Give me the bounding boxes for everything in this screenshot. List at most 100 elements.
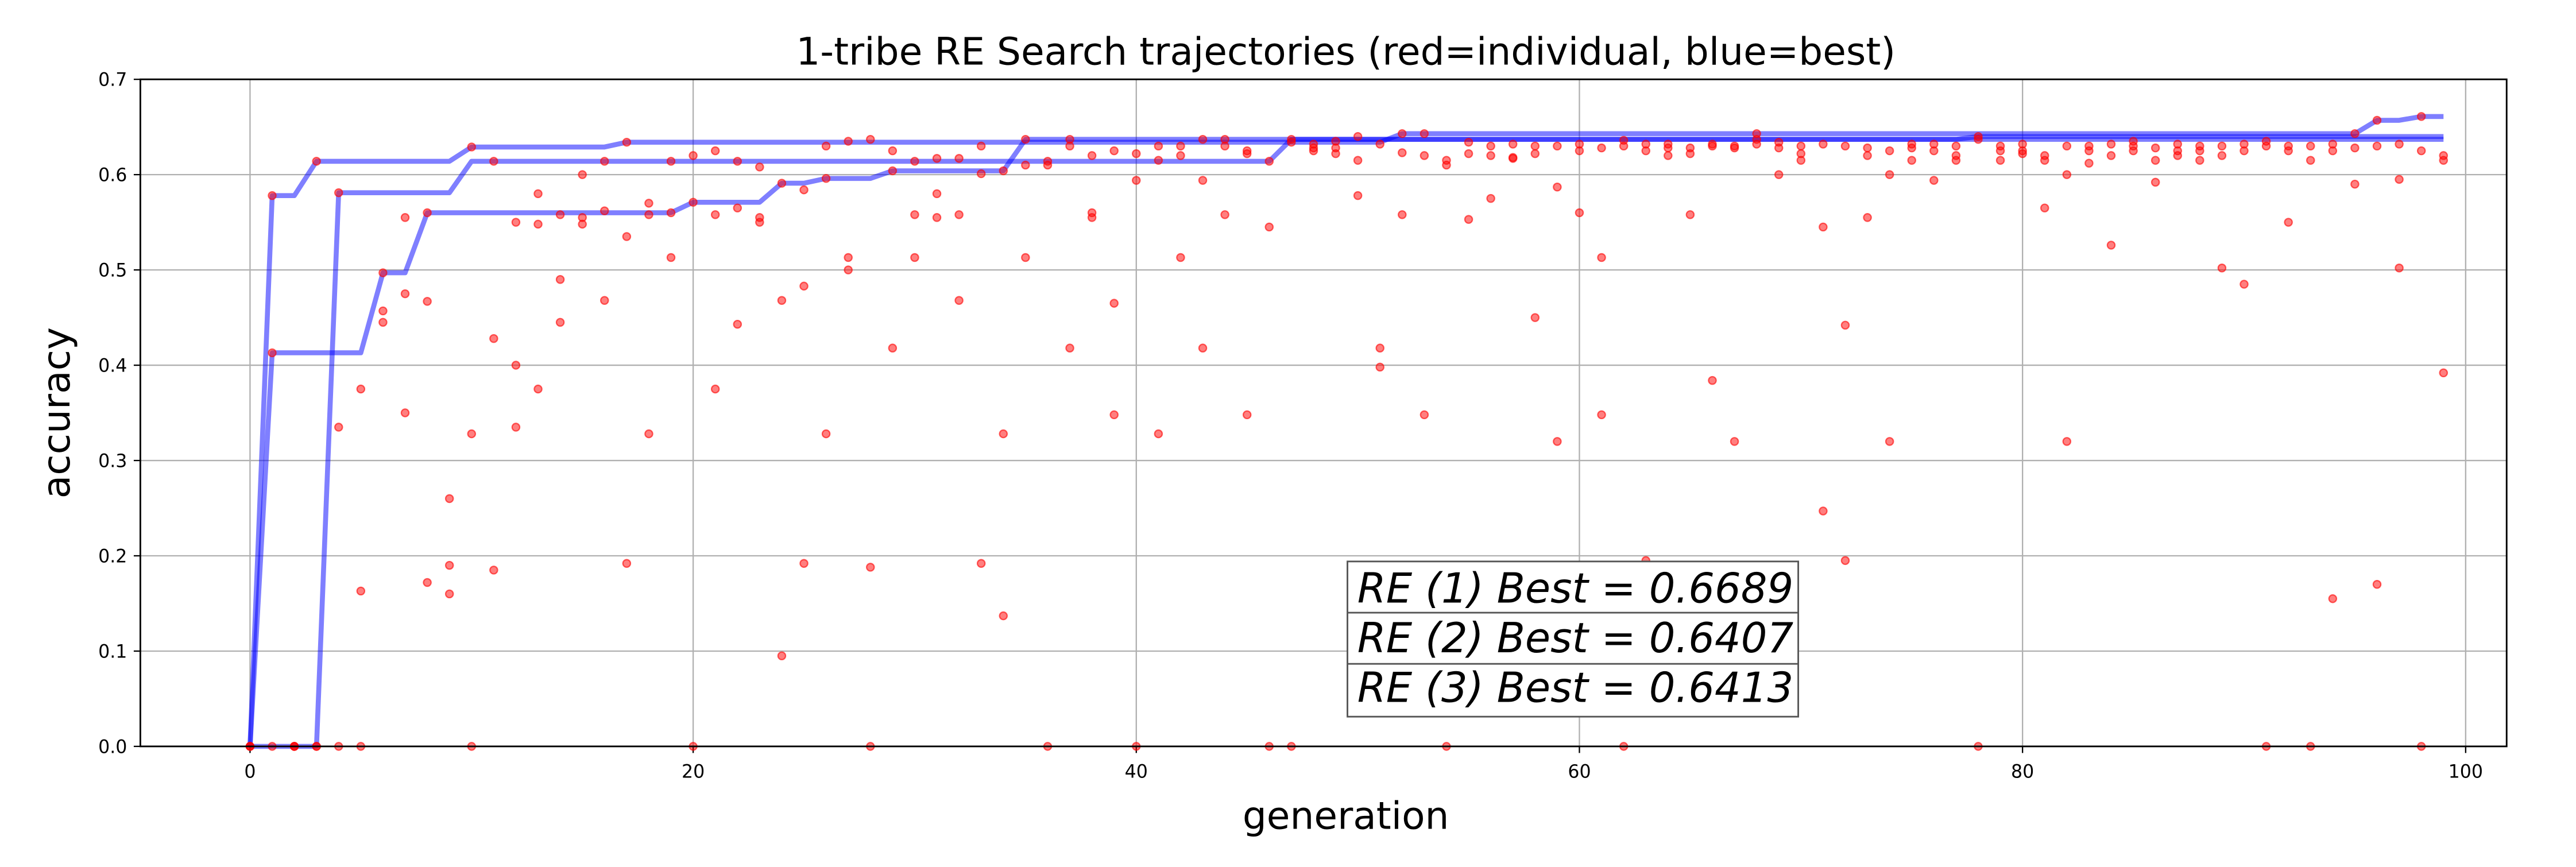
annotation: RE (2) Best = 0.6407: [1357, 614, 1794, 662]
data-point: [1419, 410, 1429, 420]
y-tick-label: 0.3: [98, 451, 127, 472]
data-point: [2372, 580, 2382, 589]
data-point: [2106, 151, 2116, 160]
data-point: [910, 210, 919, 219]
data-point: [489, 566, 498, 575]
data-point: [423, 297, 432, 306]
data-point: [1929, 146, 1939, 156]
data-point: [2084, 141, 2094, 151]
y-tick-label: 0.7: [98, 70, 127, 91]
data-point: [2018, 140, 2027, 149]
data-point: [755, 218, 764, 227]
data-point: [2129, 137, 2138, 146]
data-point: [1840, 141, 1850, 151]
data-point: [555, 274, 565, 284]
data-point: [1819, 222, 1828, 232]
data-point: [1995, 141, 2005, 151]
data-point: [2350, 143, 2360, 153]
data-point: [2395, 264, 2404, 273]
data-point: [1730, 141, 1739, 151]
data-point: [1398, 129, 1407, 138]
data-point: [976, 559, 986, 568]
data-point: [733, 157, 742, 166]
data-point: [1242, 410, 1252, 420]
data-point: [689, 198, 698, 207]
data-point: [423, 578, 432, 587]
data-point: [2306, 156, 2315, 165]
data-point: [999, 611, 1008, 621]
data-point: [1553, 141, 1562, 151]
data-point: [888, 166, 898, 176]
data-point: [2217, 151, 2227, 160]
plot-frame: [139, 78, 2508, 748]
data-point: [1575, 140, 1584, 149]
data-point: [378, 318, 388, 327]
data-point: [821, 429, 831, 439]
data-point: [2372, 141, 2382, 151]
x-tick-label: 20: [682, 762, 705, 783]
data-point: [1287, 134, 1296, 144]
data-point: [1619, 141, 1629, 151]
data-point: [1154, 429, 1163, 439]
data-point: [1641, 140, 1650, 149]
data-point: [1730, 437, 1739, 446]
data-point: [2150, 156, 2160, 165]
data-point: [2328, 594, 2338, 603]
data-point: [1486, 193, 1495, 203]
data-point: [1043, 160, 1053, 170]
data-point: [2240, 280, 2249, 289]
data-point: [467, 429, 477, 439]
data-point: [533, 384, 543, 394]
data-point: [356, 586, 366, 596]
data-point: [799, 281, 809, 291]
data-point: [1353, 191, 1363, 200]
data-point: [1951, 141, 1961, 151]
data-point: [1220, 134, 1229, 144]
data-point: [1885, 170, 1894, 179]
data-point: [2284, 146, 2293, 156]
data-point: [1819, 506, 1828, 516]
data-point: [444, 589, 454, 599]
data-point: [2284, 218, 2293, 227]
data-point: [2350, 129, 2360, 138]
data-point: [2040, 203, 2049, 212]
data-point: [733, 319, 742, 329]
data-point: [511, 423, 521, 432]
data-point: [1597, 410, 1606, 420]
data-point: [1597, 253, 1606, 262]
data-point: [1264, 222, 1274, 232]
data-point: [2129, 146, 2138, 156]
data-point: [489, 157, 498, 166]
data-point: [1774, 170, 1784, 179]
data-point: [2062, 141, 2072, 151]
data-point: [1375, 343, 1384, 353]
data-point: [1176, 253, 1185, 262]
data-point: [2395, 140, 2404, 149]
data-point: [2261, 137, 2271, 146]
data-point: [2062, 170, 2072, 179]
data-point: [1065, 343, 1074, 353]
data-point: [1885, 146, 1894, 156]
data-point: [489, 334, 498, 343]
data-point: [954, 154, 964, 163]
data-point: [1109, 410, 1119, 420]
x-tick-label: 60: [1568, 762, 1591, 783]
y-axis-label: accuracy: [34, 327, 79, 498]
data-point: [888, 146, 898, 156]
data-point: [2439, 368, 2449, 378]
data-point: [1242, 149, 1252, 158]
data-point: [888, 343, 898, 353]
data-point: [821, 141, 831, 151]
data-point: [622, 232, 632, 241]
annotations: RE (1) Best = 0.6689 RE (2) Best = 0.640…: [1347, 560, 1800, 718]
data-point: [622, 559, 632, 568]
annotation: RE (1) Best = 0.6689: [1357, 564, 1793, 613]
data-point: [400, 408, 410, 417]
data-point: [1508, 154, 1518, 163]
data-point: [1198, 134, 1208, 144]
data-point: [533, 219, 543, 229]
data-point: [1176, 151, 1185, 160]
data-point: [2328, 146, 2338, 156]
